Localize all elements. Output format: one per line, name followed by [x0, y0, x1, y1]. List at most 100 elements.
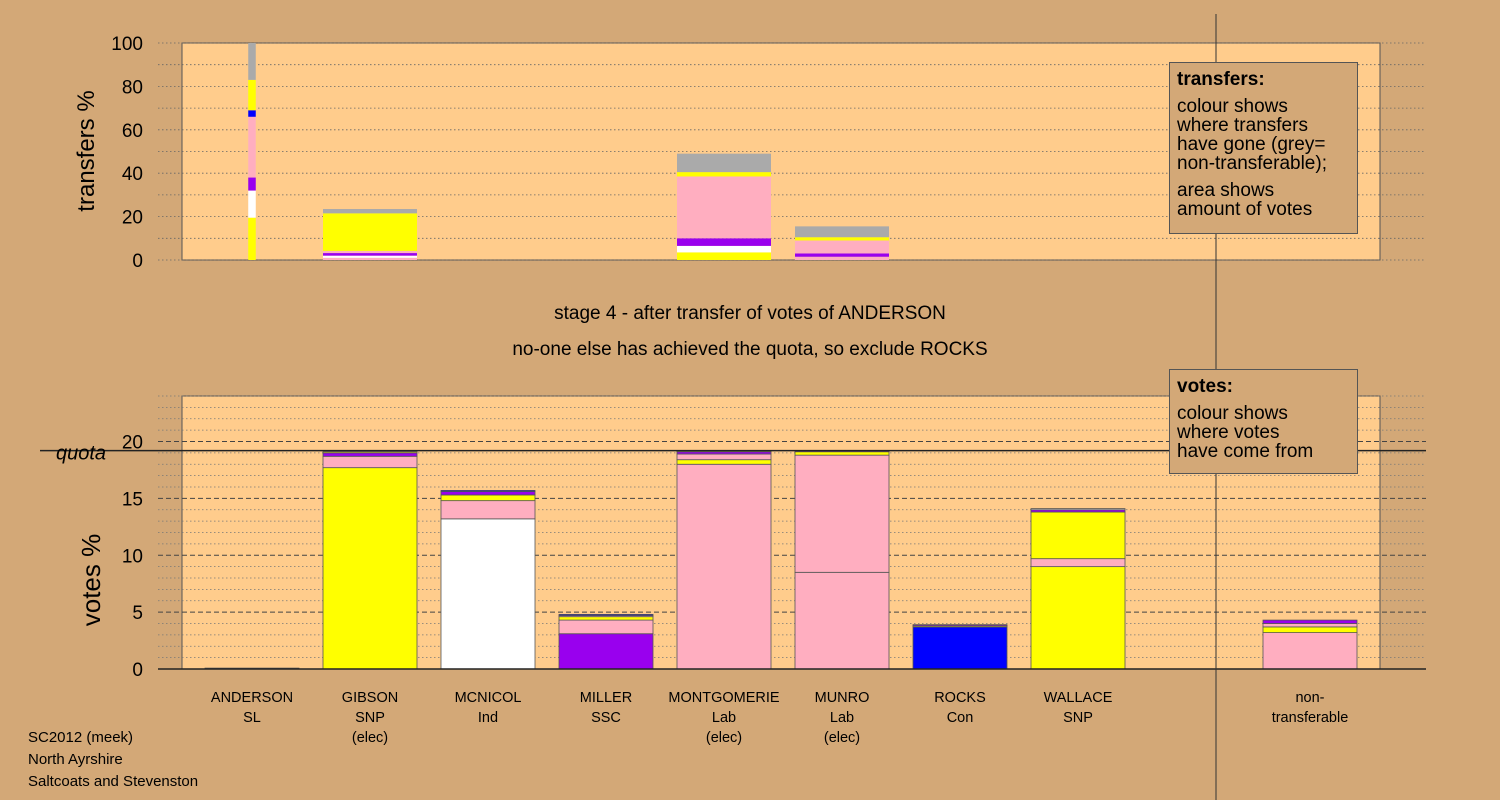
votes-legend-line: where votes [1177, 422, 1280, 443]
votes-legend-title: votes: [1177, 376, 1233, 397]
candidate-label: SNP [355, 710, 385, 726]
transfers-y-axis-label: transfers % [73, 90, 100, 211]
votes-bar-segment [440, 494, 536, 502]
transfers-y-tick: 20 [122, 208, 143, 229]
candidate-label: SNP [1063, 710, 1093, 726]
votes-bar-segment [912, 626, 1008, 670]
candidate-label: Con [947, 710, 974, 726]
transfers-bar-segment [248, 177, 256, 191]
candidate-label: (elec) [824, 730, 860, 746]
votes-bar-segment [676, 453, 772, 461]
transfers-bar-segment [323, 209, 417, 214]
transfers-legend-line: have gone (grey= [1177, 134, 1326, 155]
votes-bar-segment [558, 619, 654, 635]
transfers-y-tick: 80 [122, 77, 143, 98]
footer-council: North Ayrshire [28, 751, 123, 768]
votes-bar-segment [440, 518, 536, 670]
transfers-bar-segment [677, 172, 771, 177]
candidate-label: MCNICOL [455, 690, 522, 706]
transfers-bar-segment [795, 256, 889, 260]
votes-bar-segment [676, 463, 772, 670]
transfers-bar-segment [248, 43, 256, 80]
votes-legend: votes: colour shows where votes have com… [1169, 369, 1358, 474]
transfers-bar-segment [677, 252, 771, 260]
transfers-bar-segment [795, 240, 889, 254]
votes-bar-segment [794, 451, 890, 456]
votes-y-axis-label: votes % [76, 534, 106, 627]
candidate-label: Lab [712, 710, 736, 726]
votes-bar-segment [322, 455, 418, 469]
candidate-label: MONTGOMERIE [668, 690, 779, 706]
transfers-legend: transfers: colour shows where transfers … [1169, 62, 1358, 234]
votes-y-tick: 5 [132, 603, 143, 624]
transfers-bar-segment [248, 110, 256, 117]
votes-bar-segment [322, 452, 418, 457]
votes-bar-segment [794, 454, 890, 573]
transfers-legend-line: colour shows [1177, 96, 1288, 117]
votes-bar-segment [558, 616, 654, 621]
transfers-legend-title: transfers: [1177, 69, 1265, 90]
votes-bar-segment [1262, 626, 1358, 633]
votes-bar-segment [440, 500, 536, 520]
candidate-label: ANDERSON [211, 690, 293, 706]
transfers-legend-line: non-transferable); [1177, 153, 1327, 174]
candidate-label: MUNRO [815, 690, 870, 706]
transfers-bar-segment [248, 79, 256, 111]
transfers-bar-segment [677, 153, 771, 173]
transfers-bar-segment [323, 255, 417, 258]
candidate-label: Ind [478, 710, 498, 726]
candidate-label: transferable [1272, 710, 1349, 726]
votes-bar-segment [1262, 632, 1358, 670]
votes-bar-segment [322, 467, 418, 670]
votes-bar-segment [322, 451, 418, 454]
transfers-legend-line: where transfers [1177, 115, 1308, 136]
votes-y-tick: 10 [122, 546, 143, 567]
stage-caption: stage 4 - after transfer of votes of AND… [554, 303, 946, 324]
transfers-legend-line: amount of votes [1177, 199, 1313, 220]
transfers-bar-segment [677, 245, 771, 253]
candidate-label: ROCKS [934, 690, 986, 706]
action-caption: no-one else has achieved the quota, so e… [512, 339, 988, 360]
votes-legend-line: have come from [1177, 441, 1314, 462]
transfers-y-tick: 40 [122, 164, 143, 185]
votes-bar-segment [558, 633, 654, 670]
votes-legend-line: colour shows [1177, 403, 1288, 424]
candidate-label: SL [243, 710, 261, 726]
transfers-bar-segment [323, 250, 417, 254]
transfers-bar-segment [248, 190, 256, 218]
votes-bar-segment [440, 490, 536, 492]
transfers-bar-segment [677, 176, 771, 239]
votes-bar-segment [558, 614, 654, 616]
transfers-y-tick: 60 [122, 121, 143, 142]
transfers-bar-segment [248, 217, 256, 260]
votes-y-tick: 0 [132, 660, 143, 681]
votes-bar-segment [1030, 508, 1126, 511]
votes-y-tick: 20 [122, 433, 143, 454]
transfers-bar-segment [795, 237, 889, 241]
candidate-label: MILLER [580, 690, 632, 706]
transfers-legend-line: area shows [1177, 180, 1275, 201]
transfers-bar-segment [795, 253, 889, 257]
votes-bar-segment [1030, 558, 1126, 568]
footer-election: SC2012 (meek) [28, 729, 134, 746]
votes-bar-segment [794, 571, 890, 670]
votes-y-tick: 15 [122, 489, 143, 510]
candidate-label: non- [1295, 690, 1324, 706]
candidate-label: (elec) [352, 730, 388, 746]
transfers-bar-segment [677, 238, 771, 246]
quota-label: quota [56, 443, 106, 465]
candidate-label: SSC [591, 710, 621, 726]
votes-bar-segment [912, 624, 1008, 627]
transfers-bar-segment [323, 253, 417, 256]
candidate-label: WALLACE [1044, 690, 1113, 706]
transfers-y-tick: 100 [111, 34, 143, 55]
footer-ward: Saltcoats and Stevenston [28, 773, 199, 790]
votes-bar-segment [1030, 511, 1126, 560]
votes-bar-segment [1262, 619, 1358, 624]
transfers-bar-segment [323, 257, 417, 260]
transfers-bar-segment [248, 116, 256, 178]
candidate-label: (elec) [706, 730, 742, 746]
transfers-y-tick: 0 [132, 251, 143, 272]
votes-bar-segment [676, 459, 772, 465]
